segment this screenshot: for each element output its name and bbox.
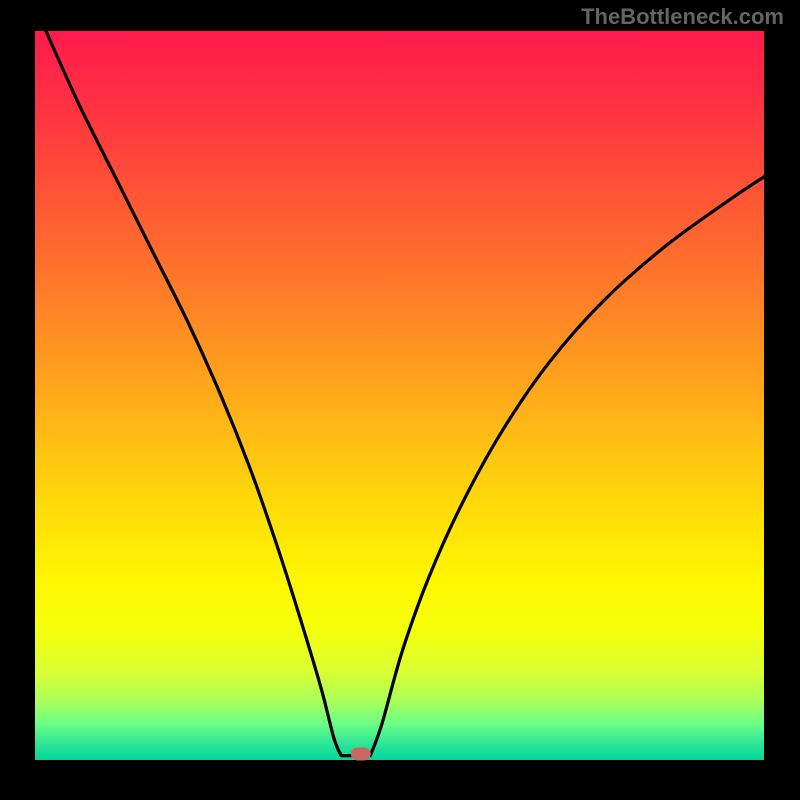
curve-svg: [35, 31, 764, 760]
canvas-root: TheBottleneck.com: [0, 0, 800, 800]
min-marker: [351, 748, 371, 761]
curve-path: [46, 31, 764, 756]
plot-area: [35, 31, 764, 760]
watermark-text: TheBottleneck.com: [581, 4, 784, 30]
